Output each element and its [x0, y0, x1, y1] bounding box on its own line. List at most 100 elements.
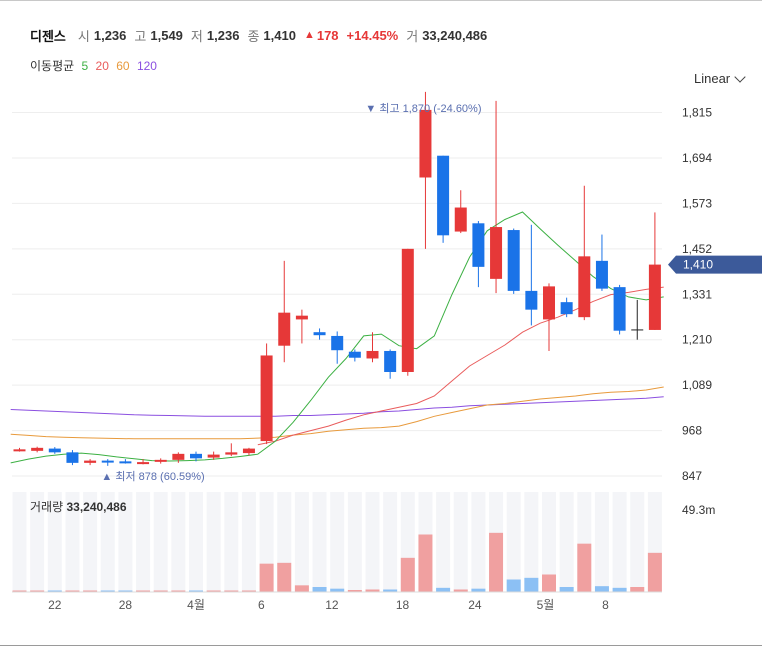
volume-bar: [418, 534, 433, 592]
volume-bar: [330, 588, 345, 592]
price-tick-label: 968: [682, 424, 702, 438]
volume-bar: [277, 562, 292, 592]
price-tick-label: 1,694: [682, 151, 712, 165]
ma5-legend[interactable]: 5: [81, 59, 89, 73]
close-value: 1,410: [263, 27, 296, 43]
volume-bar: [347, 590, 362, 592]
price-tick-label: 1,331: [682, 287, 712, 301]
volume-bar: [83, 590, 98, 592]
open-label: 시: [77, 28, 90, 44]
price-tick-label: 1,573: [682, 196, 712, 210]
moving-average-legend: 이동평균 5 20 60 120: [30, 57, 157, 74]
volume-slot: [83, 492, 98, 592]
volume-slot: [506, 492, 521, 592]
volume-slot: [630, 492, 645, 592]
price-tick-label: 1,815: [682, 106, 712, 120]
volume-slot: [153, 492, 168, 592]
candle-body: [278, 312, 291, 346]
candle-body: [190, 453, 202, 459]
candle-body: [454, 207, 467, 232]
low-label: 저: [190, 28, 203, 44]
date-tick-label: 4월: [187, 598, 205, 612]
candle-body: [490, 227, 503, 279]
ma60-legend[interactable]: 60: [116, 59, 130, 73]
price-tick-label: 1,452: [682, 242, 712, 256]
scale-select-label: Linear: [694, 71, 731, 86]
volume-bar: [471, 588, 486, 592]
min-price-annotation: ▲ 최저 878 (60.59%): [101, 470, 204, 483]
stock-summary: 디젠스 시 1,236 고 1,549 저 1,236 종 1,410 ▲ 17…: [30, 26, 495, 44]
candle-body: [384, 350, 397, 372]
volume-bar: [153, 590, 168, 592]
date-tick-label: 5월: [537, 598, 555, 612]
change-value: 178: [316, 27, 339, 43]
candle-body: [331, 335, 344, 351]
high-label: 고: [134, 28, 147, 44]
up-arrow-icon: ▲: [303, 29, 315, 41]
volume-bar: [312, 587, 327, 592]
volume-pane-label: 거래량 33,240,486: [30, 500, 127, 514]
volume-slot: [224, 492, 239, 592]
volume-slot: [47, 492, 62, 592]
ma120-legend[interactable]: 120: [136, 59, 157, 73]
date-tick-label: 18: [396, 598, 410, 612]
volume-bar: [136, 590, 151, 592]
candle-body: [13, 449, 26, 452]
volume-slot: [542, 492, 556, 592]
candle-body: [172, 453, 185, 460]
candle-body: [207, 454, 220, 458]
volume-bar: [12, 590, 27, 592]
volume-value: 33,240,486: [422, 27, 488, 43]
open-value: 1,236: [93, 27, 127, 43]
volume-bar: [118, 590, 133, 592]
candle-body: [401, 248, 414, 372]
candle-body: [48, 448, 61, 453]
volume-label: 거: [406, 28, 419, 44]
candle-body: [595, 260, 608, 289]
ma120-line: [10, 396, 664, 417]
volume-bar: [224, 590, 239, 592]
volume-bar: [400, 557, 415, 592]
candle-body: [260, 355, 273, 442]
last-price-tag: [668, 255, 762, 274]
candle-body: [154, 459, 167, 462]
candle-body: [578, 256, 591, 318]
volume-bar: [506, 579, 521, 592]
bottom-divider: [0, 645, 762, 646]
volume-slot: [189, 492, 203, 592]
volume-slot: [241, 492, 256, 592]
ma60-line: [10, 386, 664, 440]
candle-body: [648, 264, 661, 330]
candle-body: [560, 302, 573, 315]
price-tick-label: 1,089: [682, 378, 712, 392]
ma20-line: [257, 286, 664, 446]
volume-bar: [259, 563, 274, 592]
close-label: 종: [247, 28, 260, 44]
last-price-label: 1,410: [683, 258, 713, 272]
price-tick-label: 1,210: [682, 333, 712, 347]
volume-bar: [436, 587, 451, 592]
stock-name: 디젠스: [30, 28, 66, 44]
volume-bar: [383, 589, 398, 592]
scale-select[interactable]: Linear: [694, 70, 746, 86]
volume-bar: [542, 574, 556, 592]
low-value: 1,236: [206, 27, 240, 43]
volume-slot: [65, 492, 80, 592]
candle-body: [225, 452, 238, 455]
volume-slot: [453, 492, 468, 592]
volume-slot: [383, 492, 398, 592]
volume-bar: [65, 590, 80, 592]
volume-slot: [30, 492, 45, 592]
candle-body: [543, 286, 555, 320]
volume-slot: [524, 492, 539, 592]
change-percent: +14.45%: [346, 27, 399, 43]
candle-body: [137, 462, 150, 465]
volume-slot: [12, 492, 27, 592]
volume-slot: [136, 492, 151, 592]
candle-body: [525, 290, 538, 310]
ma20-legend[interactable]: 20: [95, 59, 109, 73]
volume-slot: [594, 492, 609, 592]
date-tick-label: 8: [602, 598, 609, 612]
volume-bar: [206, 590, 221, 592]
